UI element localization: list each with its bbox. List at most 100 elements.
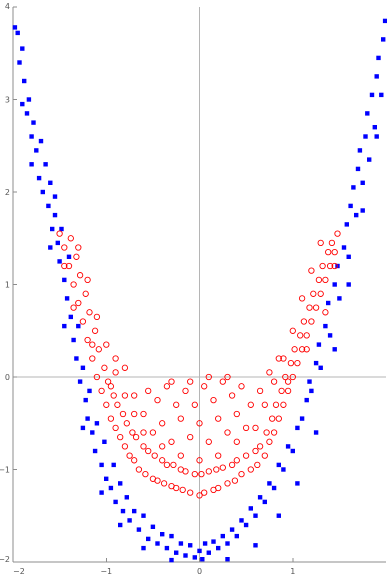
data-point-circle [70, 304, 77, 311]
data-point-square [299, 416, 305, 421]
data-point-circle [168, 438, 175, 445]
data-point-circle [67, 235, 74, 242]
data-point-circle [110, 392, 117, 399]
data-point-square [183, 553, 188, 558]
data-point-circle [215, 484, 222, 492]
data-point-circle [238, 383, 245, 390]
series-0 [12, 18, 387, 563]
data-point-circle [82, 290, 89, 297]
x-tick-label: −1 [100, 567, 112, 576]
data-point-circle [163, 383, 171, 390]
data-point-circle [325, 248, 332, 256]
data-point-square [80, 425, 86, 431]
data-point-square [318, 365, 323, 370]
data-point-circle [121, 392, 129, 399]
data-point-circle [187, 489, 194, 496]
y-tick-label: 3 [5, 96, 10, 105]
data-point-square [12, 25, 18, 30]
data-point-circle [132, 433, 140, 441]
data-point-square [20, 46, 25, 51]
data-point-circle [322, 276, 329, 284]
data-point-square [382, 18, 387, 24]
data-point-square [202, 541, 208, 546]
data-point-square [26, 97, 32, 102]
data-point-circle [269, 415, 276, 422]
data-point-circle [95, 346, 102, 353]
data-point-circle [231, 477, 239, 484]
data-point-circle [303, 332, 310, 339]
data-point-square [225, 541, 230, 546]
data-point-square [239, 518, 244, 523]
data-point-square [211, 539, 216, 544]
data-point-circle [213, 466, 220, 473]
data-point-square [29, 162, 34, 167]
data-point-square [327, 333, 333, 338]
data-point-square [136, 527, 142, 532]
data-point-circle [322, 309, 329, 316]
data-point-square [267, 481, 272, 486]
data-point-circle [317, 290, 324, 297]
data-point-circle [173, 484, 180, 492]
data-point-square [169, 557, 174, 563]
data-point-square [313, 430, 319, 435]
data-point-circle [140, 410, 147, 418]
data-point-circle [310, 290, 317, 297]
data-point-circle [228, 392, 236, 399]
data-point-circle [182, 387, 189, 395]
data-point-square [374, 74, 379, 79]
data-point-square [253, 513, 258, 518]
data-point-circle [151, 452, 158, 459]
data-point-circle [154, 477, 161, 484]
data-point-circle [112, 369, 119, 376]
data-point-square [225, 557, 230, 562]
data-point-square [99, 490, 104, 495]
data-point-circle [104, 378, 112, 385]
data-point-square [271, 485, 277, 491]
data-point-square [351, 185, 356, 190]
data-point-circle [177, 452, 184, 459]
data-point-circle [163, 461, 171, 469]
data-point-square [62, 277, 67, 283]
data-point-circle [294, 359, 301, 367]
data-point-circle [303, 346, 310, 353]
data-point-circle [196, 420, 203, 427]
x-tick-label: 1 [290, 567, 295, 576]
data-point-square [48, 245, 53, 250]
data-point-circle [247, 401, 254, 408]
data-point-circle [306, 304, 313, 311]
data-point-square [29, 134, 34, 139]
y-tick-label: 2 [5, 188, 10, 197]
data-point-circle [224, 429, 231, 436]
data-point-square [229, 527, 235, 532]
data-point-circle [315, 276, 323, 284]
data-point-square [374, 134, 379, 139]
data-point-square [174, 550, 179, 555]
data-point-circle [312, 304, 320, 311]
data-point-square [295, 481, 300, 486]
data-point-square [111, 462, 116, 468]
data-point-square [92, 448, 98, 454]
data-point-square [178, 541, 184, 546]
data-point-circle [187, 378, 194, 385]
data-point-circle [261, 401, 268, 408]
data-point-circle [287, 359, 295, 367]
data-point-circle [272, 401, 280, 408]
data-point-square [276, 462, 281, 468]
data-point-square [369, 92, 375, 98]
data-point-square [52, 194, 58, 199]
data-point-square [262, 499, 267, 505]
data-point-circle [159, 420, 166, 427]
data-point-circle [242, 452, 250, 459]
data-point-circle [76, 272, 84, 279]
data-point-circle [75, 299, 82, 307]
data-point-circle [84, 336, 91, 344]
data-point-circle [159, 443, 166, 450]
series-layer [12, 18, 387, 563]
data-point-square [295, 425, 300, 431]
data-point-circle [168, 378, 175, 385]
data-point-circle [61, 262, 68, 270]
data-point-square [192, 555, 197, 560]
data-point-square [31, 120, 36, 125]
data-point-circle [242, 424, 250, 432]
